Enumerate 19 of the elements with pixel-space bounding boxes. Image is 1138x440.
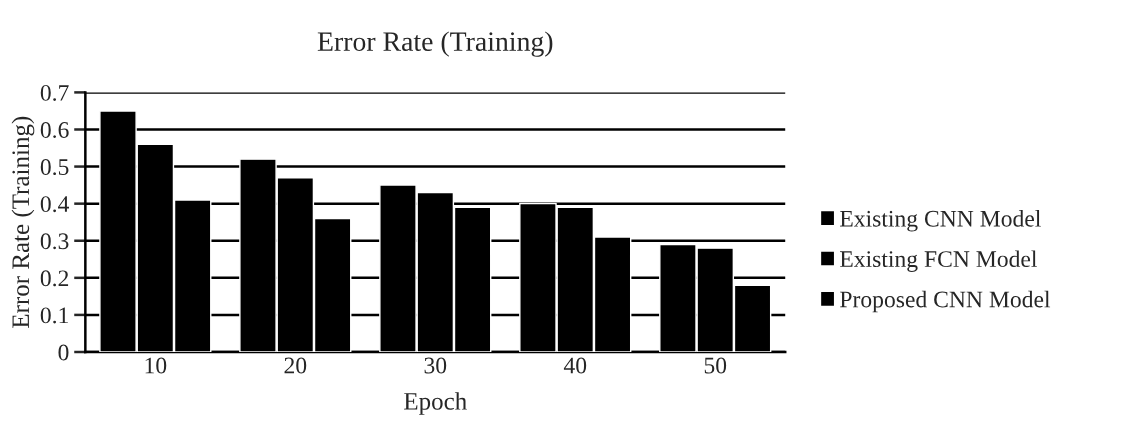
y-tick-label: 0.6: [40, 121, 69, 139]
chart-title: Error Rate (Training): [317, 31, 553, 57]
y-tick-label: 0: [58, 344, 69, 361]
x-tick-label: 40: [563, 357, 587, 374]
y-tick-label: 0.5: [40, 159, 69, 176]
x-tick-label: 10: [145, 357, 167, 374]
y-tick-label: 0.7: [40, 84, 69, 101]
y-tick-label: 0.4: [40, 196, 70, 213]
y-tick-label: 0.1: [40, 307, 68, 324]
legend-label: Existing FCN Model: [840, 250, 1037, 272]
x-tick-label: 20: [284, 357, 307, 374]
y-tick-label: 0.2: [40, 270, 69, 287]
y-axis-title: Error Rate (Training): [11, 116, 35, 328]
legend-label: Proposed CNN Model: [840, 290, 1051, 313]
legend-label: Existing CNN Model: [840, 210, 1041, 232]
x-tick-label: 50: [704, 357, 727, 374]
x-axis-title: Epoch: [404, 392, 467, 415]
x-tick-label: 30: [424, 357, 447, 374]
y-tick-label: 0.3: [40, 233, 69, 250]
